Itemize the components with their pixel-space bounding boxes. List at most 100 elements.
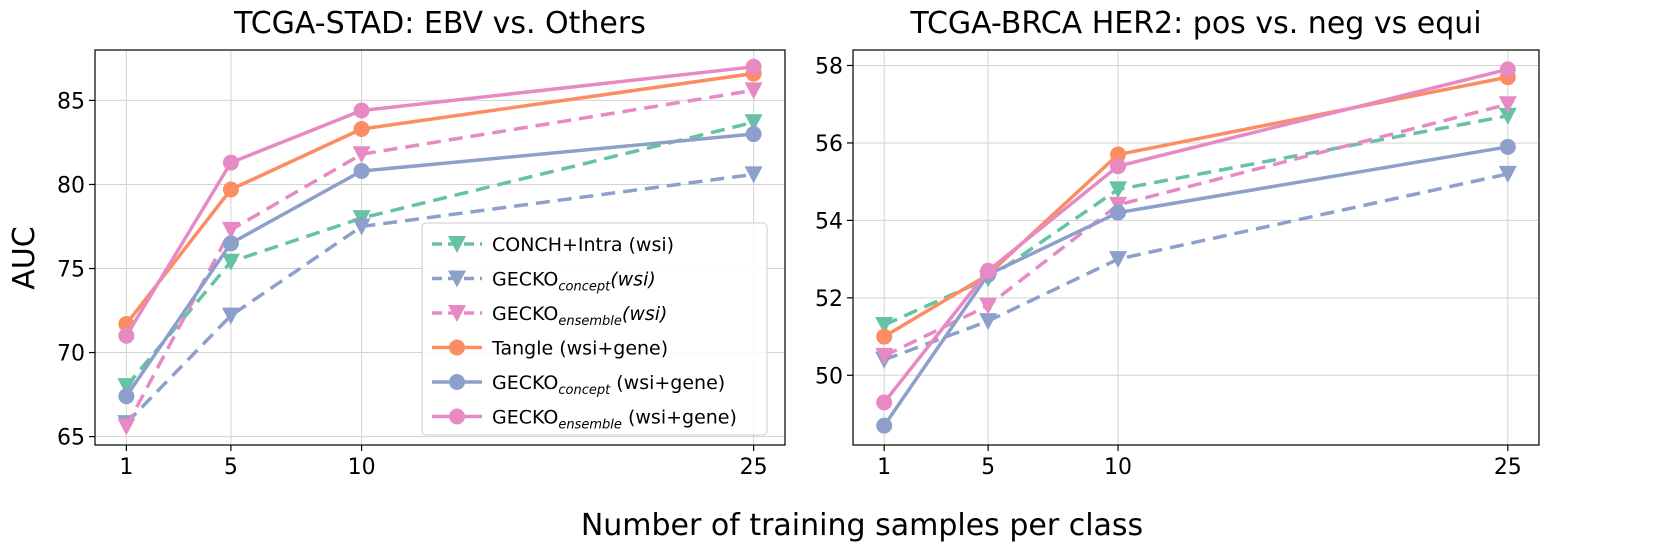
x-tick-label: 25 — [740, 455, 768, 480]
legend-marker — [449, 374, 465, 390]
x-tick-label: 5 — [981, 455, 995, 480]
data-point — [353, 102, 370, 119]
legend-item: Tangle (wsi+gene) — [432, 338, 668, 360]
data-point — [1498, 165, 1517, 183]
legend: CONCH+Intra (wsi) GECKOconcept(wsi) GECKOe… — [421, 222, 768, 436]
series-gecko-concept-wsi-gene — [118, 126, 762, 405]
data-point — [352, 218, 371, 236]
x-tick-label: 25 — [1494, 455, 1522, 480]
legend-item: GECKOensemble (wsi+gene) — [432, 407, 737, 433]
data-point — [221, 253, 240, 271]
data-point — [1110, 204, 1127, 221]
legend-label: Tangle (wsi+gene) — [491, 338, 668, 360]
legend-item: CONCH+Intra (wsi) — [432, 234, 674, 256]
data-point — [352, 146, 371, 164]
y-tick-label: 85 — [57, 89, 85, 114]
legend-marker — [448, 270, 466, 288]
series-line — [124, 71, 754, 326]
data-point — [744, 166, 763, 184]
y-tick-label: 56 — [815, 132, 843, 157]
legend-label: GECKOensemble(wsi) — [492, 303, 667, 329]
series-gecko-ensemble-wsi-gene — [876, 61, 1516, 411]
x-tick-label: 1 — [877, 455, 891, 480]
data-point — [222, 181, 239, 198]
data-point — [221, 307, 240, 325]
data-point — [221, 221, 240, 239]
data-point — [876, 417, 893, 434]
data-point — [875, 316, 894, 334]
legend-marker — [449, 408, 465, 425]
series-gecko-concept-wsi-gene — [876, 138, 1516, 434]
data-point — [1110, 158, 1127, 175]
series-gecko-concept-wsi — [875, 165, 1517, 369]
y-tick-label: 80 — [57, 173, 85, 198]
series-line — [883, 75, 1509, 339]
data-point — [745, 58, 762, 75]
legend-box — [421, 222, 768, 436]
data-point — [744, 82, 763, 100]
y-tick-label: 52 — [815, 287, 843, 312]
x-tick-label: 10 — [1104, 455, 1132, 480]
legend-marker — [448, 305, 466, 322]
data-point — [1499, 61, 1516, 78]
data-point — [117, 378, 136, 396]
plot-frame — [94, 49, 786, 446]
data-point — [744, 114, 763, 132]
series-line — [125, 120, 755, 388]
data-point — [1499, 138, 1516, 155]
series-line — [883, 102, 1509, 358]
x-tick-label: 1 — [119, 455, 133, 480]
data-point — [117, 418, 136, 436]
legend-item: GECKOconcept (wsi+gene) — [432, 372, 725, 398]
chart-title: TCGA-BRCA HER2: pos vs. neg vs equi — [909, 6, 1481, 41]
x-tick-label: 5 — [224, 455, 238, 480]
data-point — [222, 235, 239, 252]
y-tick-label: 75 — [57, 258, 85, 283]
data-point — [875, 347, 894, 365]
chart-panel-stad: TCGA-STAD: EBV vs. Others 1 5 10 25 65 70 75 80 8… — [57, 6, 786, 480]
series-line — [124, 132, 754, 398]
series-line — [883, 114, 1509, 327]
series-gecko-ensemble-wsi — [117, 82, 763, 436]
series-line — [125, 172, 754, 425]
data-point — [118, 327, 135, 344]
data-point — [222, 154, 239, 171]
data-point — [979, 297, 998, 315]
data-point — [1498, 107, 1517, 125]
data-point — [118, 388, 135, 405]
y-tick-label: 50 — [815, 364, 843, 389]
data-point — [1109, 181, 1128, 199]
data-point — [979, 313, 998, 331]
y-axis-label: AUC — [7, 226, 42, 289]
legend-label: CONCH+Intra (wsi) — [492, 234, 674, 256]
y-tick-label: 58 — [815, 54, 843, 79]
series-line — [882, 145, 1509, 427]
x-tick-label: 10 — [348, 455, 376, 480]
chart-title: TCGA-STAD: EBV vs. Others — [233, 6, 646, 41]
legend-label: GECKOensemble (wsi+gene) — [492, 407, 737, 433]
data-point — [1110, 146, 1127, 163]
data-point — [876, 328, 893, 345]
shared-x-axis-label: Number of training samples per class — [581, 508, 1143, 543]
y-tick-label: 65 — [57, 426, 85, 451]
legend-label: GECKOconcept (wsi+gene) — [492, 372, 725, 398]
data-point — [353, 163, 370, 180]
series-line — [124, 65, 754, 337]
chart-panel-brca: TCGA-BRCA HER2: pos vs. neg vs equi 1 5 10 2… — [815, 6, 1540, 480]
plot-frame — [852, 49, 1540, 446]
data-point — [876, 394, 893, 411]
series-line — [883, 172, 1509, 362]
y-tick-label: 70 — [57, 342, 85, 367]
legend-marker — [448, 236, 466, 253]
legend-item: GECKOconcept(wsi) — [432, 269, 656, 295]
y-tick-label: 54 — [815, 209, 843, 234]
legend-marker — [449, 339, 465, 356]
series-tangle-wsi-gene — [876, 69, 1516, 345]
legend-item: GECKOensemble(wsi) — [432, 303, 667, 329]
legend-label: GECKOconcept(wsi) — [492, 269, 656, 295]
series-gecko-ensemble-wsi — [875, 96, 1517, 365]
data-point — [1109, 251, 1128, 269]
data-point — [1498, 96, 1517, 114]
series-line — [124, 88, 754, 428]
